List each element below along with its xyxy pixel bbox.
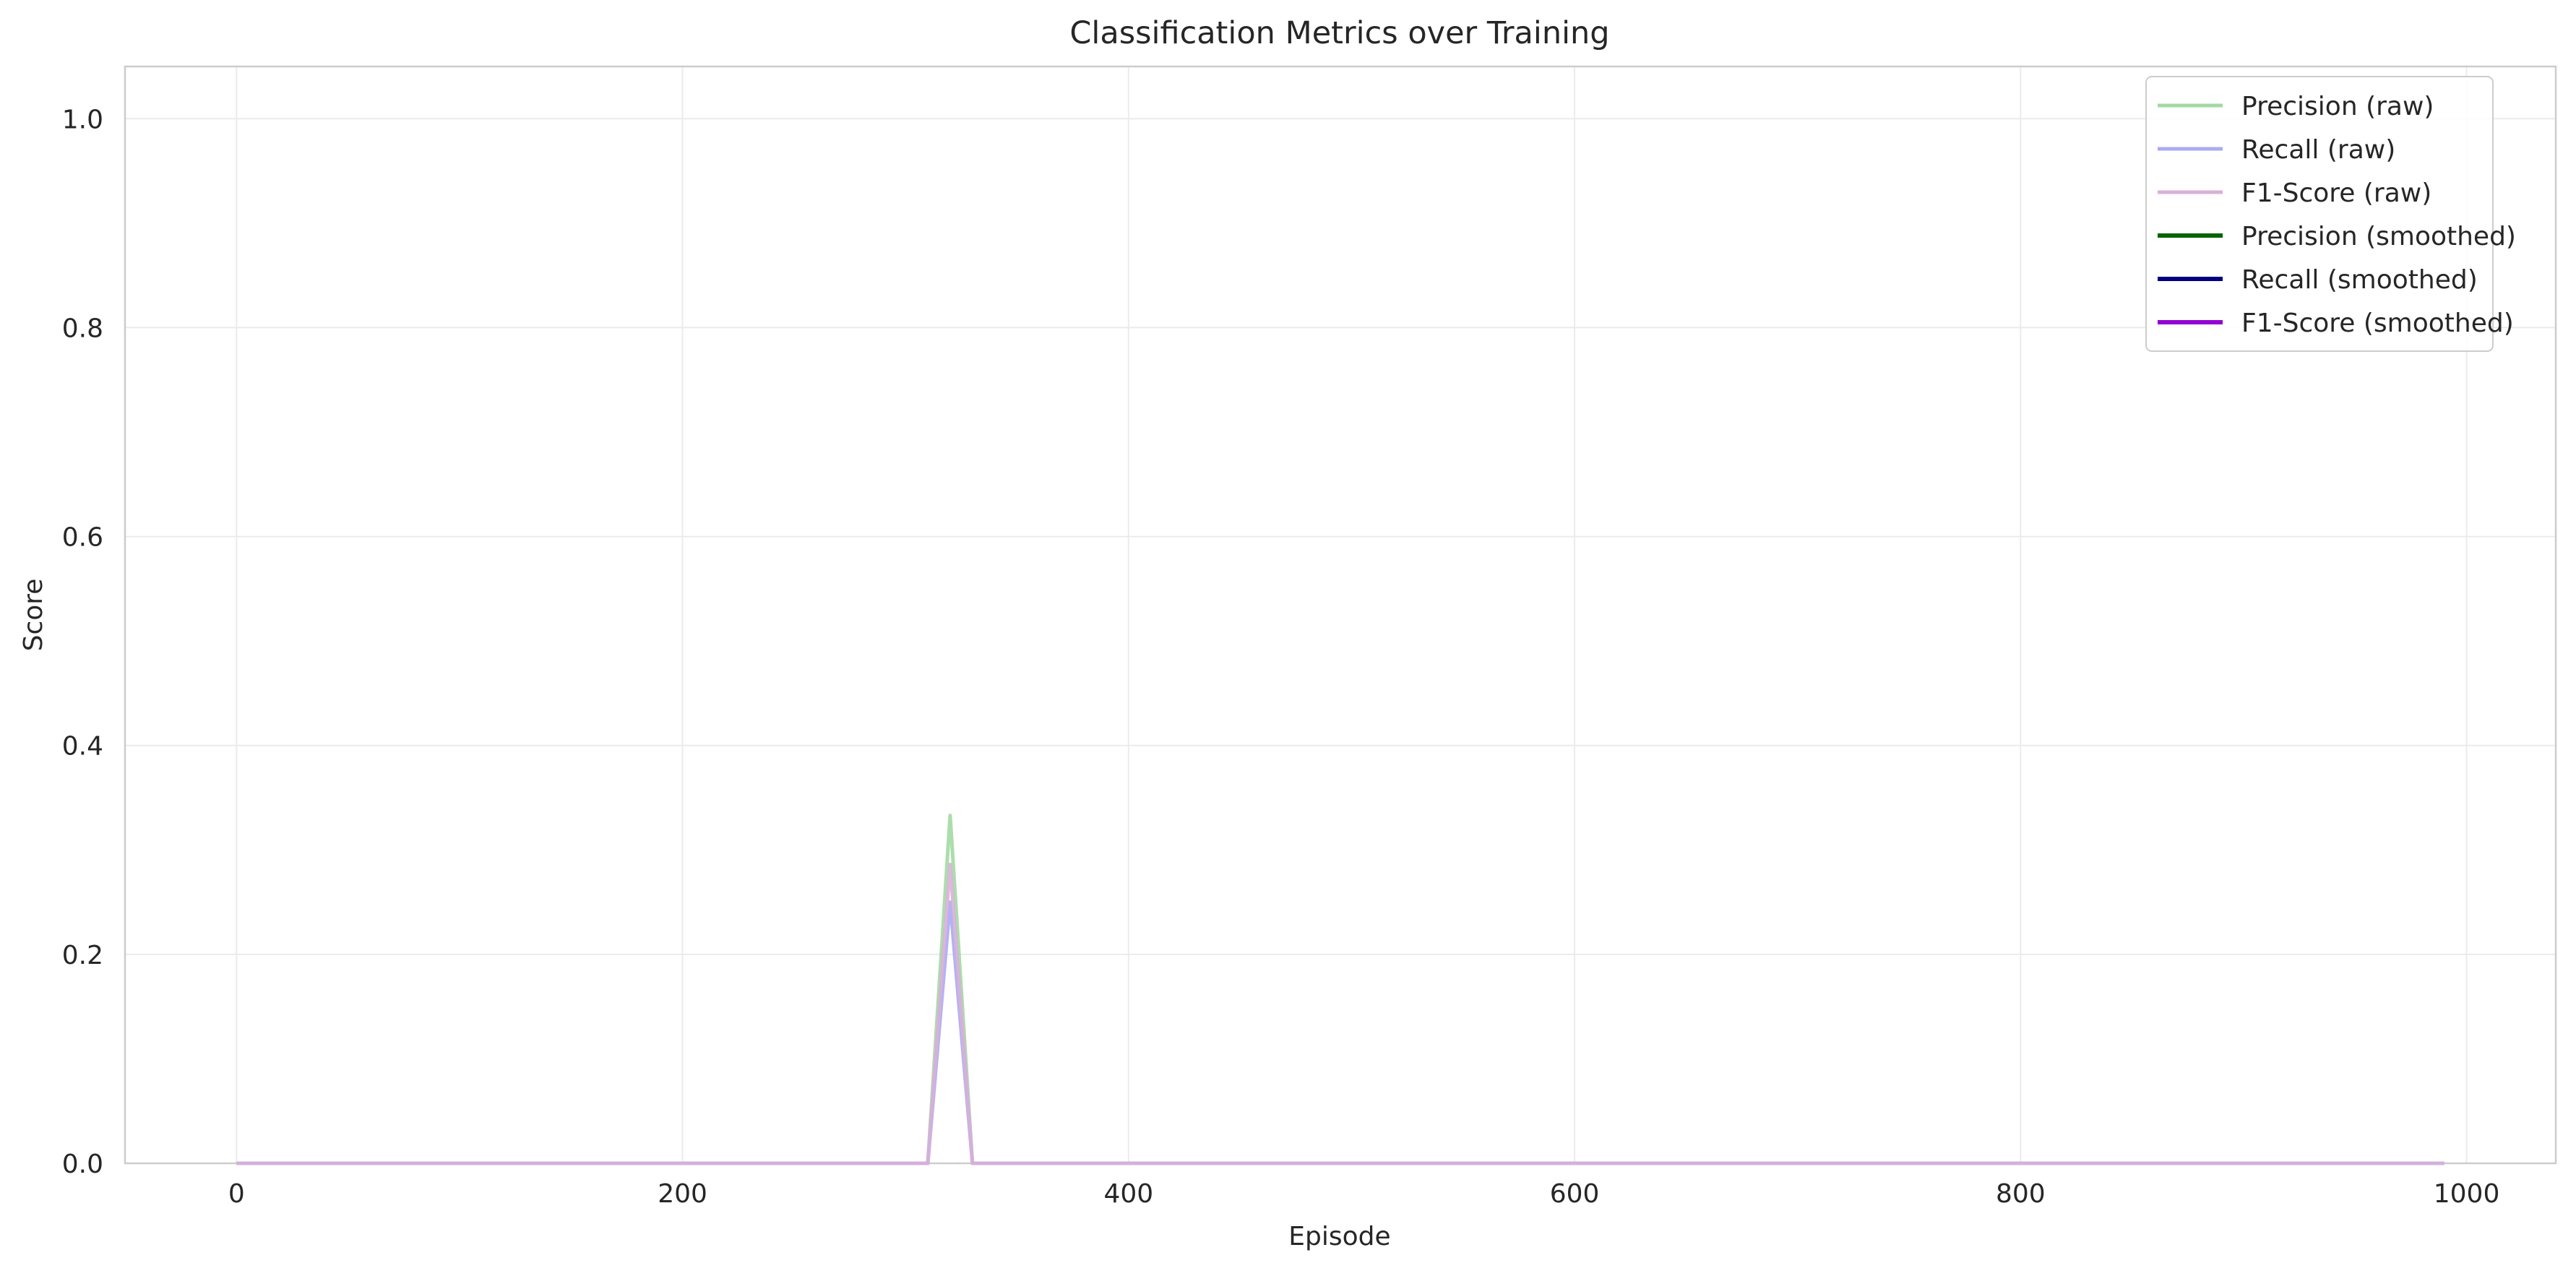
legend: Precision (raw) Recall (raw) F1-Score (raw… [2145,76,2516,352]
series-line-2 [236,863,2444,1165]
x-axis-label: Episode [1288,1222,1390,1251]
x-tick-label: 0 [228,1179,245,1209]
legend-label: Precision (smoothed) [2241,222,2516,251]
legend-label: Precision (raw) [2241,92,2434,121]
y-tick-label: 0.4 [62,732,103,762]
x-tick-label: 200 [658,1179,707,1209]
legend-label: F1-Score (raw) [2241,178,2431,208]
y-tick-label: 1.0 [62,105,103,134]
y-tick-label: 0.0 [62,1150,103,1179]
series-line-0 [236,814,2444,1165]
y-tick-label: 0.6 [62,523,103,553]
series-layer [236,814,2444,1165]
legend-label: Recall (raw) [2241,135,2395,165]
x-tick-labels: 0 200 400 600 800 1000 [228,1179,2500,1209]
y-tick-labels: 0.0 0.2 0.4 0.6 0.8 1.0 [62,105,103,1179]
legend-label: Recall (smoothed) [2241,265,2478,295]
x-tick-label: 1000 [2434,1179,2500,1209]
x-tick-label: 600 [1550,1179,1600,1209]
y-axis-label: Score [19,579,48,652]
chart-title: Classification Metrics over Training [1069,15,1609,51]
x-tick-label: 400 [1103,1179,1153,1209]
series-line-1 [236,900,2444,1165]
y-tick-label: 0.8 [62,314,103,343]
legend-box [2145,76,2494,352]
x-tick-label: 800 [1996,1179,2046,1209]
y-tick-label: 0.2 [62,941,103,970]
legend-label: F1-Score (smoothed) [2241,309,2514,338]
